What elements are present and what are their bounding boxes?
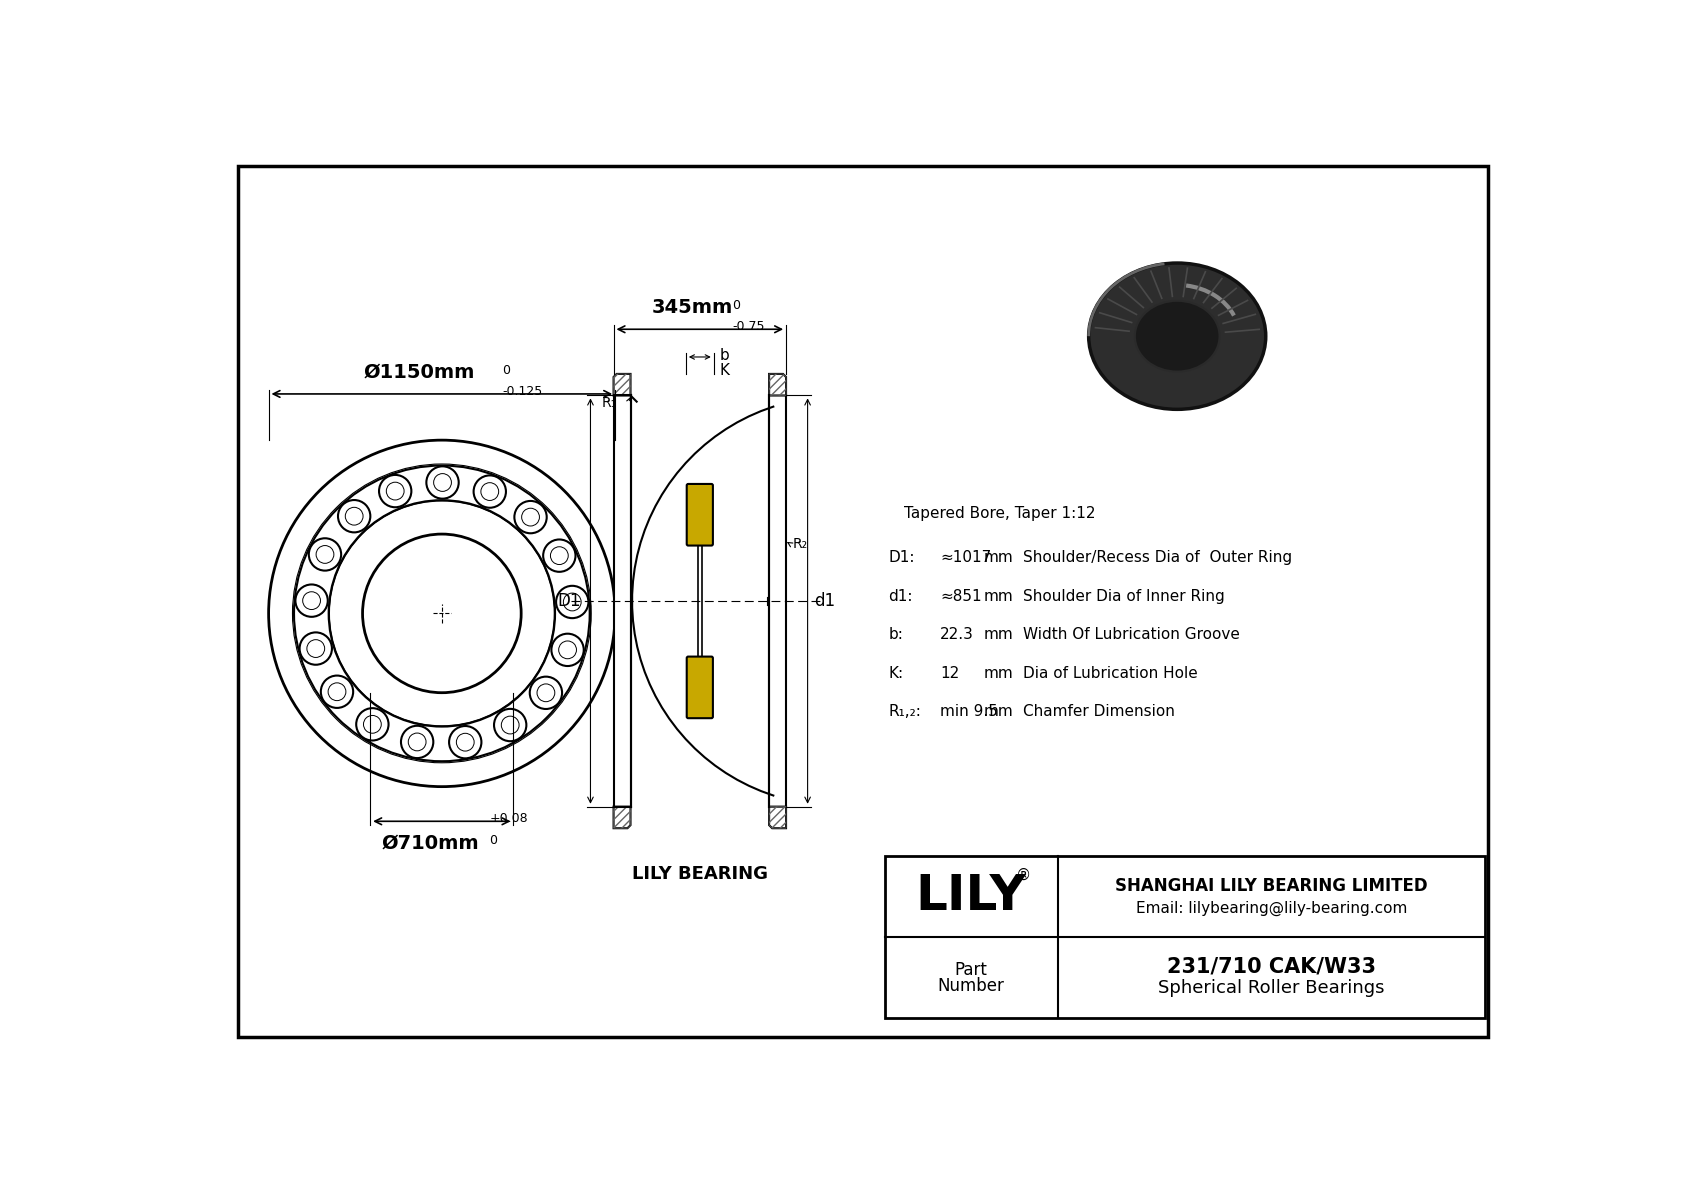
Text: LILY: LILY [916,872,1026,921]
Text: +0.08: +0.08 [490,812,529,825]
Text: SHANGHAI LILY BEARING LIMITED: SHANGHAI LILY BEARING LIMITED [1115,877,1428,894]
Text: ≈1017: ≈1017 [940,550,992,566]
FancyBboxPatch shape [687,484,712,545]
Text: mm: mm [983,704,1012,719]
Text: R₁,₂:: R₁,₂: [889,704,921,719]
Text: ≈851: ≈851 [940,590,982,604]
Text: D1: D1 [557,592,581,610]
Ellipse shape [1135,301,1219,372]
Text: b: b [719,348,729,363]
Text: 345mm: 345mm [652,298,733,317]
FancyBboxPatch shape [687,656,712,718]
Text: ®: ® [1015,867,1031,883]
Text: R₂: R₂ [791,537,807,551]
Text: mm: mm [983,666,1012,681]
Text: LILY BEARING: LILY BEARING [632,865,768,884]
Text: min 9.5: min 9.5 [940,704,999,719]
Text: Email: lilybearing@lily-bearing.com: Email: lilybearing@lily-bearing.com [1135,902,1408,916]
Text: Shoulder/Recess Dia of  Outer Ring: Shoulder/Recess Dia of Outer Ring [1024,550,1292,566]
Polygon shape [613,806,630,828]
Text: 0: 0 [733,299,741,312]
Text: d1:: d1: [889,590,913,604]
Text: Width Of Lubrication Groove: Width Of Lubrication Groove [1024,628,1239,642]
Bar [884,856,1485,1017]
Text: Chamfer Dimension: Chamfer Dimension [1024,704,1175,719]
Text: 12: 12 [940,666,960,681]
Text: Dia of Lubrication Hole: Dia of Lubrication Hole [1024,666,1197,681]
Text: 231/710 CAK/W33: 231/710 CAK/W33 [1167,956,1376,977]
Text: mm: mm [983,550,1012,566]
Text: K: K [719,363,729,379]
Text: Number: Number [938,978,1004,996]
Text: Shoulder Dia of Inner Ring: Shoulder Dia of Inner Ring [1024,590,1224,604]
Bar [613,395,630,806]
Text: b:: b: [889,628,903,642]
Text: Ø710mm: Ø710mm [382,834,480,853]
Text: -0.75: -0.75 [733,320,765,333]
Text: mm: mm [983,628,1012,642]
Text: Spherical Roller Bearings: Spherical Roller Bearings [1159,979,1384,997]
Text: R₁: R₁ [601,397,616,410]
Polygon shape [770,374,786,395]
Text: Ø1150mm: Ø1150mm [364,362,475,381]
Text: 0: 0 [502,364,510,378]
Ellipse shape [1088,263,1266,410]
Text: -0.125: -0.125 [502,385,542,398]
Text: d1: d1 [813,592,835,610]
Text: Tapered Bore, Taper 1:12: Tapered Bore, Taper 1:12 [904,506,1096,520]
Polygon shape [613,374,630,395]
Bar [770,395,786,806]
Text: 22.3: 22.3 [940,628,973,642]
Text: mm: mm [983,590,1012,604]
Text: 0: 0 [490,834,497,847]
Polygon shape [770,806,786,828]
Text: D1:: D1: [889,550,914,566]
Text: K:: K: [889,666,904,681]
Text: Part: Part [955,960,987,979]
